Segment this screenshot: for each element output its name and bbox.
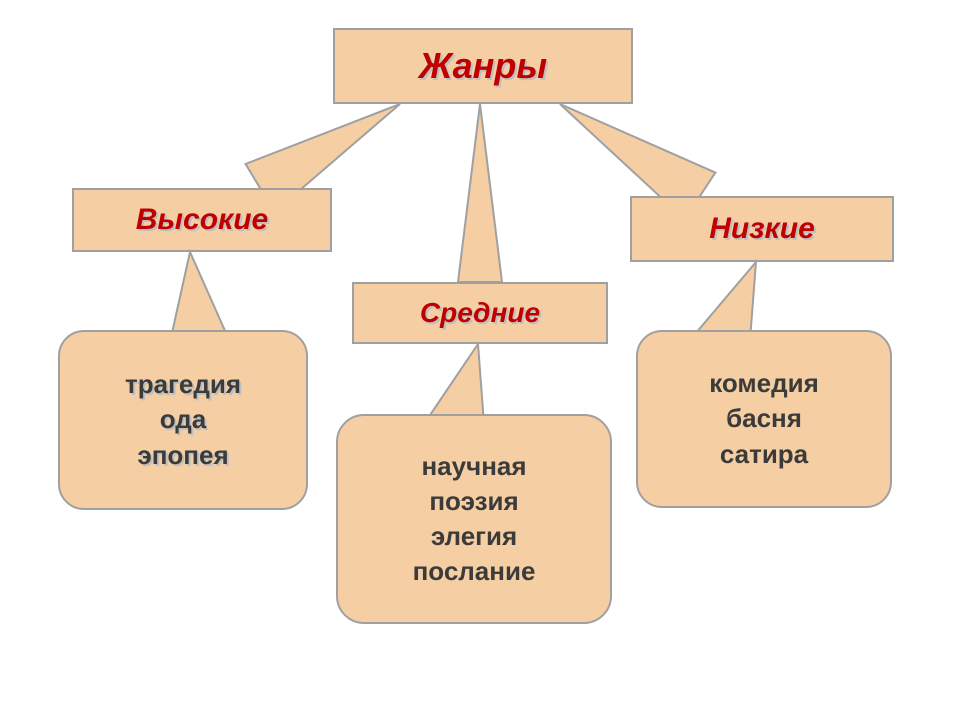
callout-item: басня: [726, 401, 802, 436]
callout-item: ода: [160, 402, 207, 437]
category-label-low: Низкие: [709, 212, 815, 246]
callout-item: эпопея: [137, 438, 228, 473]
callout-item: сатира: [720, 437, 808, 472]
category-label-high: Высокие: [136, 203, 269, 237]
diagram-stage: Жанры Высокие Средние Низкие трагедияодаэп…: [0, 0, 960, 720]
callout-bubble-low-items: комедиябаснясатира: [636, 330, 892, 508]
root-genre-label: Жанры: [419, 45, 547, 87]
callout-item: комедия: [709, 366, 819, 401]
callout-low-items: комедиябаснясатира: [0, 0, 960, 720]
category-label-mid: Средние: [420, 297, 540, 329]
callout-item: трагедия: [125, 367, 241, 402]
